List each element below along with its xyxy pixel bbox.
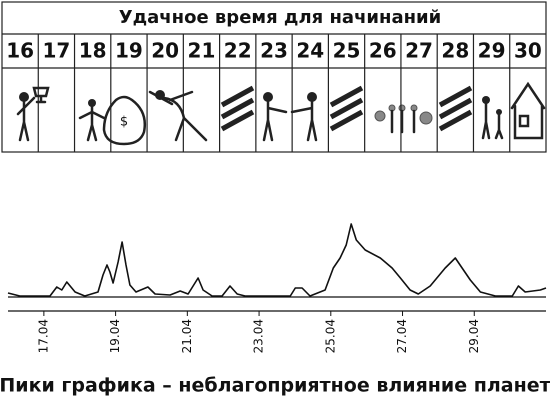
x-tick-label: 23.04: [252, 319, 266, 353]
x-tick-label: 21.04: [180, 319, 194, 353]
day-number: 25: [333, 39, 361, 63]
day-number: 27: [405, 39, 433, 63]
chart-caption: Пики графика – неблагоприятное влияние п…: [0, 375, 550, 397]
day-number: 20: [151, 39, 179, 63]
day-number: 22: [224, 39, 252, 63]
day-number: 23: [260, 39, 288, 63]
day-number: 19: [115, 39, 143, 63]
icon-dollar: $: [120, 115, 128, 130]
icons: $: [16, 81, 546, 146]
x-tick-label: 25.04: [323, 319, 337, 353]
calendar-title: Удачное время для начинаний: [119, 7, 442, 28]
day-number: 28: [441, 39, 469, 63]
day-number: 26: [369, 39, 397, 63]
x-tick-label: 27.04: [395, 319, 409, 353]
x-tick-label: 29.04: [467, 319, 481, 353]
day-number: 18: [79, 39, 107, 63]
calendar-frame: [1, 1, 547, 153]
data-line: [7, 223, 547, 297]
day-number: 29: [478, 39, 506, 63]
day-number: 30: [514, 39, 542, 63]
x-tick-label: 19.04: [108, 319, 122, 353]
day-number: 24: [296, 39, 324, 63]
day-number: 21: [188, 39, 216, 63]
day-number: 16: [6, 39, 34, 63]
day-row: 16 17 18 19 20 21 22 23 24 25 26 27 28 29 30: [6, 34, 542, 152]
day-number: 17: [42, 39, 70, 63]
x-tick-label: 17.04: [36, 319, 50, 353]
chart: 17.04 19.04 21.04 23.04 25.04 27.04 29.04: [7, 223, 547, 353]
